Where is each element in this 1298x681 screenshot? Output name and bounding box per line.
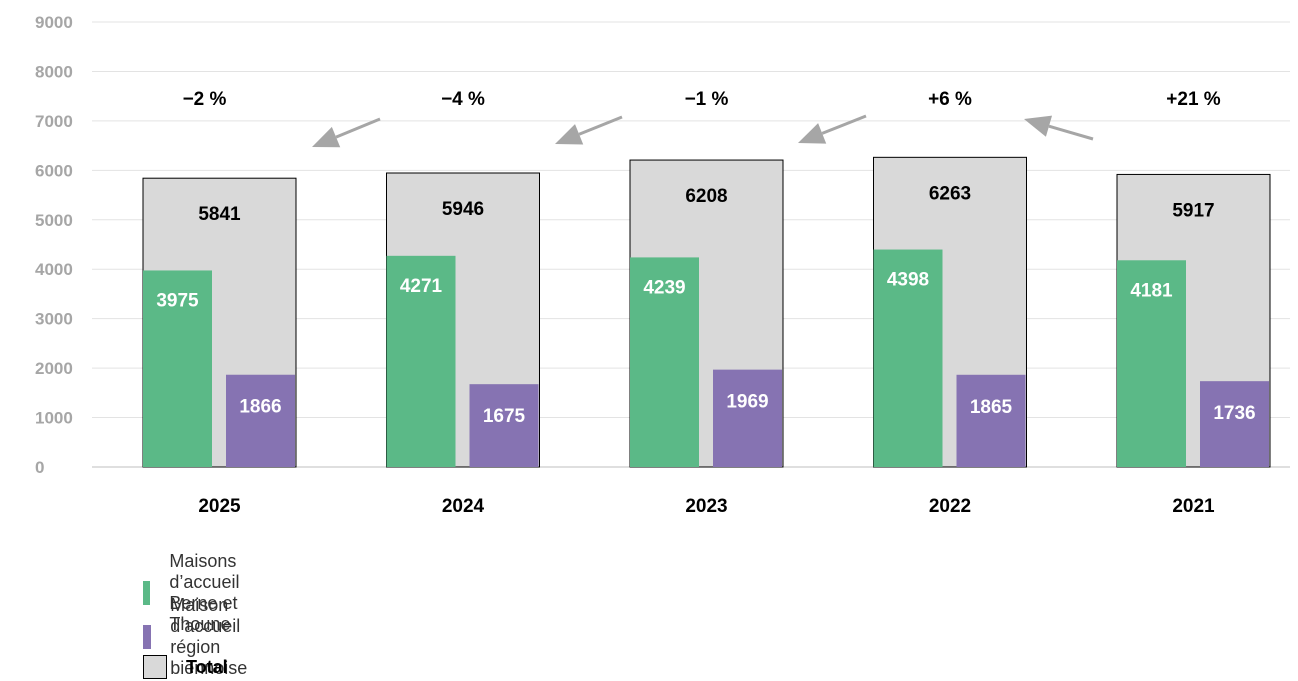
- trend-arrow-shaft: [578, 115, 623, 136]
- legend-label: Maison d’accueil région biennoise: [170, 595, 248, 678]
- legend-item-total: Total: [143, 655, 228, 679]
- bar-biennoise: [1200, 381, 1269, 467]
- y-tick-label: 8000: [35, 62, 73, 81]
- x-axis-ticks: 2025 2024 2023 2022 2021: [198, 496, 1215, 517]
- trend-arrow-shaft: [821, 114, 867, 135]
- legend-label: Total: [186, 656, 228, 677]
- data-label-berne-thoune: 4271: [400, 276, 443, 297]
- x-tick-label: 2022: [929, 496, 971, 517]
- x-tick-label: 2023: [685, 496, 727, 517]
- y-tick-label: 1000: [35, 409, 73, 428]
- trend-arrow-head: [312, 126, 341, 148]
- bar-biennoise: [956, 374, 1026, 467]
- bar-biennoise: [469, 384, 539, 467]
- bar-berne-thoune: [630, 257, 699, 467]
- change-label: −1 %: [685, 89, 729, 110]
- data-label-biennoise: 1736: [1213, 403, 1255, 424]
- bar-berne-thoune: [1117, 260, 1186, 467]
- data-label-berne-thoune: 4398: [887, 270, 929, 291]
- y-axis-ticks: 0 1000 2000 3000 4000 5000 6000 7000 8000 9000: [35, 13, 73, 477]
- x-tick-label: 2024: [442, 496, 485, 517]
- y-tick-label: 3000: [35, 310, 73, 329]
- trend-arrow-shaft: [335, 117, 381, 139]
- bar-biennoise: [226, 374, 295, 467]
- data-labels: 5841 3975 1866 −2 % 5946 4271 1675 −4 % 6208 4239…: [156, 89, 1255, 427]
- y-tick-label: 6000: [35, 161, 73, 180]
- data-label-total: 5917: [1172, 200, 1214, 221]
- bars: [142, 156, 1271, 468]
- y-tick-label: 4000: [35, 260, 73, 279]
- trend-arrow-head: [555, 124, 584, 145]
- y-tick-label: 7000: [35, 112, 73, 131]
- data-label-total: 6208: [685, 186, 727, 207]
- change-arrows: [312, 114, 1094, 148]
- data-label-berne-thoune: 4239: [643, 277, 685, 298]
- y-tick-label: 9000: [35, 13, 73, 32]
- data-label-biennoise: 1866: [239, 397, 281, 418]
- x-tick-label: 2021: [1172, 496, 1215, 517]
- x-tick-label: 2025: [198, 496, 241, 517]
- data-label-berne-thoune: 3975: [156, 290, 199, 311]
- legend-label: Maisons d’accueil Berne et Thoune: [169, 551, 240, 634]
- change-label: +6 %: [928, 89, 972, 110]
- trend-arrow-shaft: [1048, 124, 1094, 141]
- data-label-total: 5946: [442, 199, 484, 220]
- legend-swatch-biennoise: [143, 625, 152, 649]
- legend-item-berne-thoune: Maisons d’accueil Berne et Thoune: [143, 551, 256, 635]
- change-label: −2 %: [183, 89, 227, 110]
- data-label-biennoise: 1865: [970, 397, 1013, 418]
- data-label-biennoise: 1969: [726, 392, 768, 413]
- y-tick-label: 2000: [35, 359, 73, 378]
- data-label-berne-thoune: 4181: [1130, 280, 1173, 301]
- trend-arrow-head: [798, 123, 827, 144]
- legend-item-biennoise: Maison d’accueil région biennoise: [143, 595, 263, 679]
- trend-arrow-head: [1024, 115, 1053, 137]
- data-label-biennoise: 1675: [483, 406, 526, 427]
- change-label: −4 %: [441, 89, 485, 110]
- legend-swatch-berne-thoune: [143, 581, 151, 605]
- bar-berne-thoune: [873, 249, 943, 467]
- legend-swatch-total: [143, 655, 167, 679]
- bar-berne-thoune: [386, 255, 456, 467]
- data-label-total: 6263: [929, 183, 971, 204]
- y-tick-label: 5000: [35, 211, 73, 230]
- data-label-total: 5841: [198, 204, 241, 225]
- change-label: +21 %: [1166, 89, 1221, 110]
- bar-berne-thoune: [143, 270, 212, 467]
- y-tick-label: 0: [35, 458, 44, 477]
- bar-biennoise: [713, 369, 782, 467]
